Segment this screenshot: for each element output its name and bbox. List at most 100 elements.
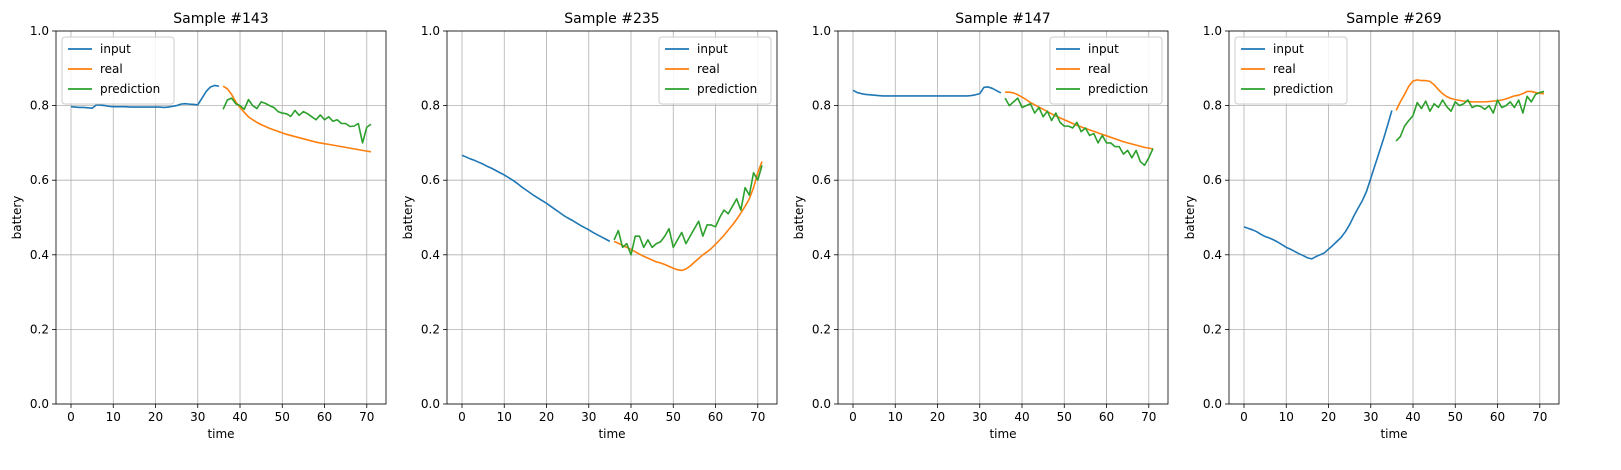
x-tick-label: 20 [148,410,163,424]
legend-label: real [1273,62,1296,76]
chart-title: Sample #143 [173,11,268,27]
series-line-real [222,85,372,153]
legend-label: real [1088,62,1111,76]
legend-label: input [100,42,131,56]
x-tick-label: 40 [232,410,247,424]
subplot-3: 0 10 20 30 40 50 60 70 0.0 0.2 0.4 0.6 0.8 1.0 Sample … [792,11,1169,441]
series-line-prediction [613,165,763,256]
y-axis-label: battery [1183,196,1197,240]
series-line-prediction [1004,97,1154,167]
legend: input real prediction [1049,36,1163,105]
subplot-2: 0 10 20 30 40 50 60 70 0.0 0.2 0.4 0.6 0.8 1.0 Sample … [401,11,778,441]
x-tick-label: 70 [750,410,765,424]
x-tick-label: 70 [1532,410,1547,424]
legend-box [658,36,772,105]
legend-label: prediction [1273,82,1333,96]
legend-label: prediction [100,82,160,96]
x-tick-label: 0 [458,410,466,424]
legend-box [1049,36,1163,105]
y-tick-label: 1.0 [421,24,440,38]
chart-title: Sample #269 [1346,11,1441,27]
x-tick-label: 60 [1490,410,1505,424]
x-tick-label: 20 [1321,410,1336,424]
chart-title: Sample #235 [564,11,659,27]
y-tick-label: 0.0 [812,397,831,411]
y-tick-label: 0.0 [30,397,49,411]
x-tick-label: 10 [1279,410,1294,424]
legend: input real prediction [1234,36,1348,105]
y-tick-label: 0.8 [812,99,831,113]
x-tick-label: 50 [275,410,290,424]
axes-frame [55,30,387,405]
x-tick-label: 30 [190,410,205,424]
x-tick-label: 30 [1363,410,1378,424]
y-tick-label: 0.8 [421,99,440,113]
x-tick-label: 40 [623,410,638,424]
x-axis-label: time [598,427,625,441]
y-tick-label: 0.0 [421,397,440,411]
series-line-prediction [1395,90,1545,142]
x-axis-label: time [207,427,234,441]
series-line-input [1243,110,1393,260]
y-axis-label: battery [792,196,806,240]
y-tick-label: 0.2 [1203,322,1222,336]
x-tick-label: 60 [1099,410,1114,424]
y-axis-label: battery [10,196,24,240]
y-tick-label: 0.6 [421,173,440,187]
x-tick-label: 60 [708,410,723,424]
x-tick-label: 0 [1240,410,1248,424]
y-tick-label: 0.0 [1203,397,1222,411]
y-tick-label: 1.0 [1203,24,1222,38]
axes-frame [446,30,778,405]
x-tick-label: 40 [1405,410,1420,424]
axes-frame [837,30,1169,405]
x-tick-label: 50 [1448,410,1463,424]
series-line-real [1395,79,1545,111]
legend-box [61,36,175,105]
y-tick-label: 1.0 [812,24,831,38]
series-line-input [70,84,220,110]
y-tick-label: 0.8 [30,99,49,113]
x-tick-label: 50 [666,410,681,424]
x-tick-label: 70 [1141,410,1156,424]
series-line-real [613,161,763,272]
y-tick-label: 0.4 [421,248,440,262]
x-tick-label: 30 [972,410,987,424]
series-line-input [461,154,611,243]
y-tick-label: 0.2 [30,322,49,336]
y-tick-label: 0.6 [30,173,49,187]
subplot-1: 0 10 20 30 40 50 60 70 0.0 0.2 0.4 0.6 0.8 1.0 Sample … [10,11,387,441]
legend-label: prediction [1088,82,1148,96]
subplot-4: 0 10 20 30 40 50 60 70 0.0 0.2 0.4 0.6 0.8 1.0 Sample … [1183,11,1560,441]
x-axis-label: time [1380,427,1407,441]
legend: input real prediction [658,36,772,105]
x-tick-label: 0 [849,410,857,424]
y-tick-label: 0.8 [1203,99,1222,113]
legend-label: input [1088,42,1119,56]
y-tick-label: 1.0 [30,24,49,38]
y-axis-label: battery [401,196,415,240]
x-tick-label: 70 [359,410,374,424]
axes-frame [1228,30,1560,405]
x-axis-label: time [989,427,1016,441]
series-line-prediction [222,97,372,144]
x-tick-label: 0 [67,410,75,424]
x-tick-label: 10 [106,410,121,424]
legend-box [1234,36,1348,105]
legend-label: real [100,62,123,76]
x-tick-label: 50 [1057,410,1072,424]
x-tick-label: 20 [539,410,554,424]
chart-title: Sample #147 [955,11,1050,27]
x-tick-label: 20 [930,410,945,424]
legend-label: prediction [697,82,757,96]
series-line-input [852,86,1002,97]
x-tick-label: 10 [497,410,512,424]
x-tick-label: 30 [581,410,596,424]
y-tick-label: 0.4 [1203,248,1222,262]
legend-label: input [697,42,728,56]
x-tick-label: 60 [317,410,332,424]
y-tick-label: 0.2 [812,322,831,336]
y-tick-label: 0.4 [30,248,49,262]
y-tick-label: 0.6 [1203,173,1222,187]
